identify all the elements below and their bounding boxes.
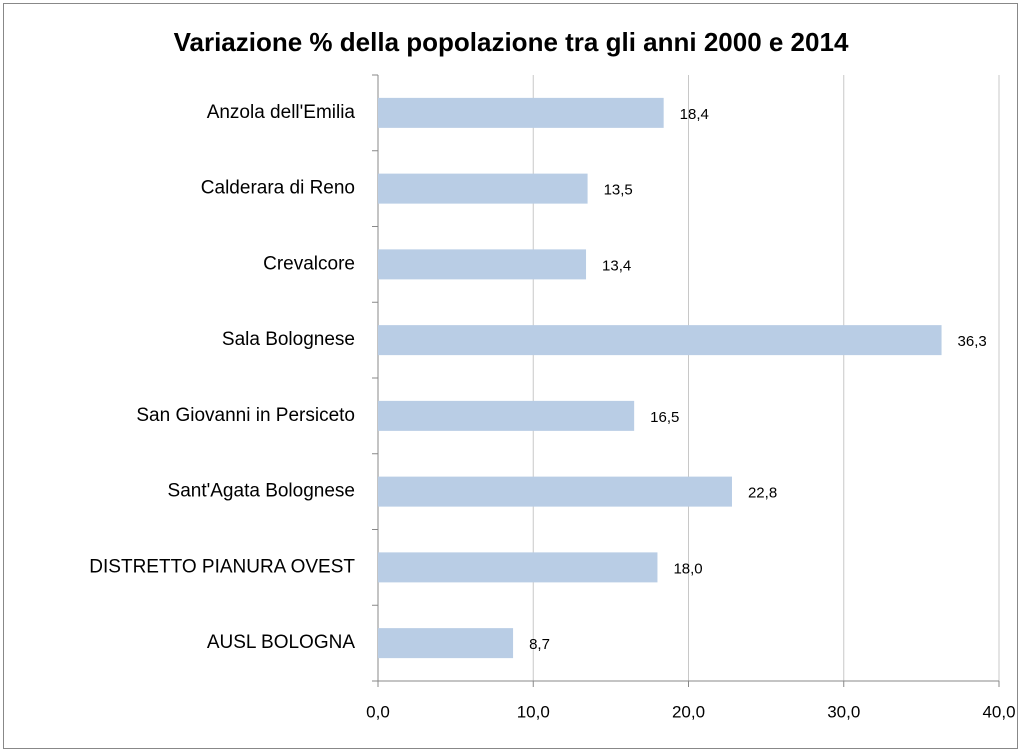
value-label: 36,3 — [958, 333, 987, 350]
value-label: 18,0 — [673, 560, 702, 577]
value-label: 13,4 — [602, 257, 631, 274]
bar — [378, 325, 942, 356]
value-label: 22,8 — [748, 485, 777, 502]
chart-title: Variazione % della popolazione tra gli a… — [174, 27, 849, 57]
bar — [378, 400, 635, 431]
x-tick-label: 40,0 — [982, 702, 1015, 721]
y-tick-label: DISTRETTO PIANURA OVEST — [89, 556, 355, 577]
bar — [378, 628, 514, 659]
y-tick-label: AUSL BOLOGNA — [207, 632, 356, 653]
y-tick-label: Calderara di Reno — [201, 178, 355, 199]
y-tick-label: Crevalcore — [263, 253, 355, 274]
value-label: 8,7 — [529, 636, 550, 653]
bar — [378, 476, 732, 507]
y-tick-label: Anzola dell'Emilia — [207, 102, 356, 123]
bar — [378, 97, 664, 128]
x-tick-label: 30,0 — [827, 702, 860, 721]
bar — [378, 173, 588, 204]
bar — [378, 249, 587, 280]
x-tick-label: 20,0 — [672, 702, 705, 721]
value-label: 16,5 — [650, 409, 679, 426]
y-tick-label: Sala Bolognese — [222, 329, 355, 350]
bar — [378, 552, 658, 583]
value-label: 13,5 — [604, 182, 633, 199]
y-tick-label: San Giovanni in Persiceto — [136, 405, 355, 426]
x-tick-label: 0,0 — [366, 702, 390, 721]
x-tick-label: 10,0 — [517, 702, 550, 721]
value-label: 18,4 — [680, 106, 709, 123]
y-tick-label: Sant'Agata Bolognese — [168, 481, 355, 502]
